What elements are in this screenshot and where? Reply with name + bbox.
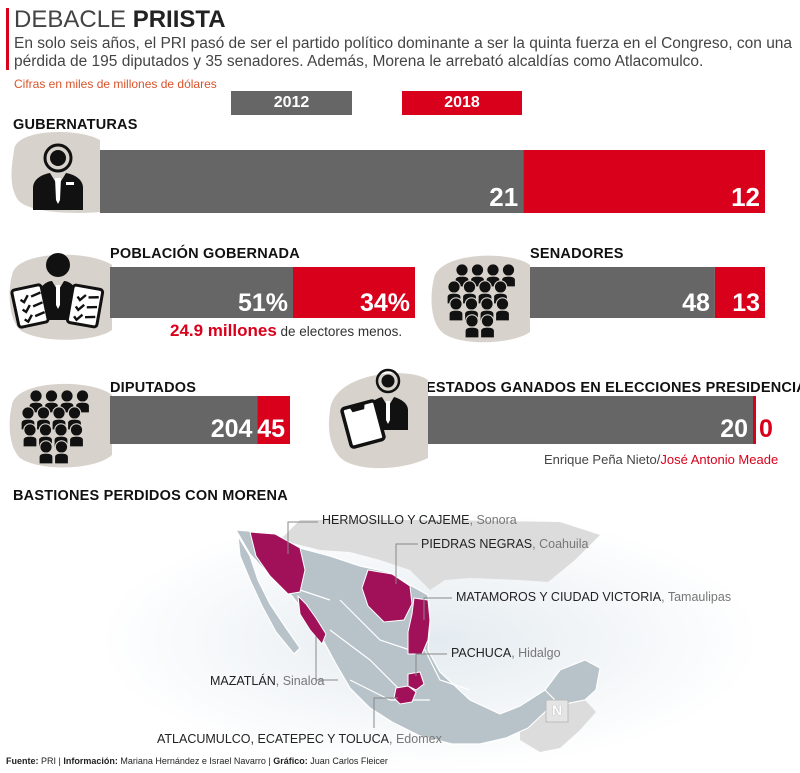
crowd-head [465,314,479,328]
heading-gubernaturas: GUBERNATURAS [13,117,138,133]
map-label-sinaloa: MAZATLÁN, Sinaloa [210,674,325,688]
leader-lines [287,521,452,728]
heading-poblacion: POBLACIÓN GOBERNADA [110,246,300,262]
heading-senadores: SENADORES [530,246,624,262]
footer-credits: Fuente: PRI | Información: Mariana Herná… [6,756,388,766]
presidential-icon [340,368,408,449]
usa-land [280,520,600,590]
bar-2-2012 [530,267,715,318]
map-glow [100,510,760,770]
heading-diputados: DIPUTADOS [110,380,197,396]
sinaloa-state [297,594,327,645]
crowd-head [67,406,82,420]
bar-label-1-1: 34% [360,289,410,317]
legend-2018: 2018 [402,91,522,115]
bar-label-4-1: 0 [759,415,773,443]
page-title: DEBACLE PRIISTA [14,6,226,33]
crowd-head [480,297,494,311]
crowd-head [44,389,59,403]
baja-california [237,535,301,655]
crowd-head [447,280,461,294]
state-borders [299,589,471,701]
hidalgo-state [407,671,425,691]
senators-crowd-icon [446,263,517,339]
crowd-head [495,297,510,311]
crowd-head [464,297,479,311]
crowd-head [23,423,37,437]
crowd-head [455,263,469,277]
map-label-hidalgo: PACHUCA, Hidalgo [451,646,561,660]
poblacion-highlight: 24.9 millones [170,321,277,340]
sonora-state [249,531,306,595]
crowd-body [448,309,464,322]
crowd-head [462,280,477,294]
page-subtitle: En solo seis años, el PRI pasó de ser el… [14,35,793,70]
crowd-body [53,452,70,465]
crowd-head [21,406,35,420]
crowd-head [501,263,516,277]
unit-note: Cifras en miles de millones de dólares [14,77,217,91]
crowd-head [60,389,74,403]
bar-label-0-1: 12 [731,182,760,212]
crowd-head [39,440,53,454]
bar-label-2-0: 48 [682,289,710,317]
crowd-head [75,389,90,403]
bar-label-4-0: 20 [720,415,748,443]
official-icon [33,143,83,210]
crowd-head [52,406,66,420]
crowd-head [478,280,492,294]
bar-4-josé-antonio-meade [753,396,756,444]
crowd-body [494,309,511,322]
bar-label-3-1: 45 [257,415,285,443]
bar-3-2012 [110,396,258,444]
crowd-head [480,314,495,328]
poblacion-note: 24.9 millones de electores menos. [170,321,403,340]
crowd-head [54,423,68,437]
map-label-tamaulipas: MATAMOROS Y CIUDAD VICTORIA, Tamaulipas [456,590,732,604]
population-icon [10,253,105,329]
crowd-head [54,440,69,454]
bar-label-1-0: 51% [238,289,288,317]
crowd-head [449,297,463,311]
candidates-note: Enrique Peña Nieto/José Antonio Meade [544,452,779,467]
crowd-body [464,326,480,339]
map-label-coahuila: PIEDRAS NEGRAS, Coahuila [421,537,589,551]
compass-letter: N [551,702,563,718]
bar-label-3-0: 204 [211,415,253,443]
crowd-head [470,263,485,277]
crowd-head [493,280,508,294]
bar-0-2018 [523,150,765,213]
crowd-body [68,435,85,448]
accent-bar [6,8,9,70]
crowd-head [38,423,53,437]
crowd-head [36,406,51,420]
coahuila-state [361,569,413,623]
heading-estados: ESTADOS GANADOS EN ELECCIONES PRESIDENCI… [426,380,800,396]
bar-2-2018 [714,267,765,318]
deputies-crowd-icon [20,389,91,465]
bar-1-2018 [293,267,415,318]
crowd-body [22,435,38,448]
bar-label-0-0: 21 [489,182,518,212]
crowd-head [69,423,84,437]
bar-label-2-1: 13 [732,289,760,317]
bar-4-enrique-peña-nieto [428,396,753,444]
map-title: BASTIONES PERDIDOS CON MORENA [13,488,288,504]
crowd-head [29,389,43,403]
crowd-body [38,452,54,465]
map-label-edomex: ATLACUMULCO, ECATEPEC Y TOLUCA, Edomex [157,732,442,746]
bar-0-2012 [100,150,524,213]
crowd-body [479,326,496,339]
compass-box [545,699,569,723]
legend-2012: 2012 [231,91,352,115]
bars-layer: 21 12 51% 34% 48 13 204 45 20 0 [100,150,773,444]
map-label-sonora: HERMOSILLO Y CAJEME, Sonora [322,513,517,527]
crowd-head [486,263,500,277]
bar-3-2018 [257,396,290,444]
bar-1-2012 [110,267,293,318]
